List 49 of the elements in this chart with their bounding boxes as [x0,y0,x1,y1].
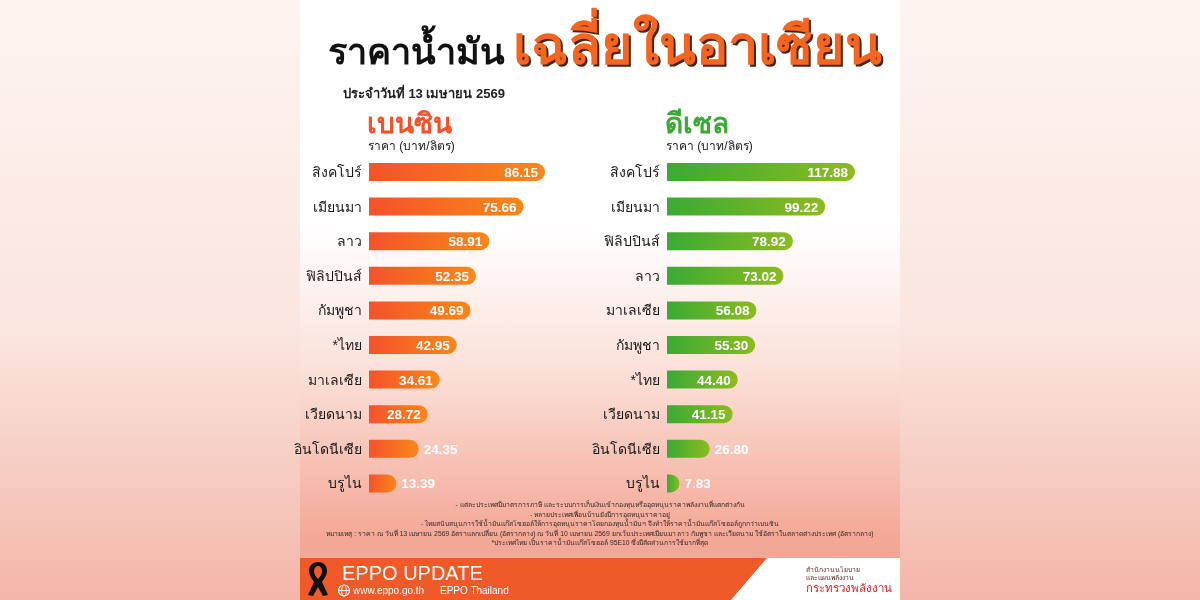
value-label: 44.40 [697,372,731,388]
subtitle: ราคา (บาท/ลิตร) [368,139,455,153]
value-label: 56.08 [715,303,750,319]
category-label: บรูไน [626,475,660,492]
category-label: กัมพูชา [318,302,362,319]
value-label: 41.15 [691,407,726,423]
value-label: 13.39 [401,476,436,492]
category-label: *ไทย [332,337,362,353]
value-label: 73.02 [742,268,777,284]
category-label: เวียดนาม [603,406,660,423]
value-label: 26.80 [714,441,749,457]
value-label: 58.91 [448,234,483,250]
category-label: เมียนมา [313,198,362,215]
value-label: 42.95 [415,338,450,353]
category-label: มาเลเซีย [308,371,362,388]
category-label: อินโดนีเซีย [294,440,362,457]
category-label: ลาว [635,267,660,284]
annotation: www.eppo.go.th [353,585,425,596]
annotation: กระทรวงพลังงาน [806,582,892,594]
category-label: สิงคโปร์ [312,164,362,180]
category-label: ฟิลิปปินส์ [306,267,362,284]
category-label: กัมพูชา [616,337,660,353]
value-label: 28.72 [386,407,421,423]
category-label: มาเลเซีย [606,302,660,319]
value-label: 49.69 [429,303,464,319]
category-label: เวียดนาม [305,406,362,423]
category-label: เมียนมา [611,198,660,215]
annotation: EPPO Thailand [440,585,509,596]
value-label: 7.83 [684,476,711,492]
value-label: 34.61 [398,372,433,388]
value-label: 78.92 [752,234,786,250]
subtitle: ประจำวันที่ 13 เมษายน 2569 [342,85,505,102]
category-label: *ไทย [630,371,660,388]
value-label: 117.88 [807,165,848,180]
category-label: อินโดนีเซีย [592,440,660,457]
title: EPPO UPDATE [342,562,483,584]
title: ดีเซล [665,108,729,139]
value-label: 86.15 [504,165,538,180]
value-label: 52.35 [435,268,469,284]
value-label: 24.35 [423,441,458,457]
value-label: 75.66 [482,199,517,215]
category-label: สิงคโปร์ [610,164,660,180]
category-label: ฟิลิปปินส์ [604,233,660,250]
value-label: 99.22 [784,199,819,215]
title: เบนซิน [367,108,452,139]
category-label: ลาว [337,233,362,250]
subtitle: ราคา (บาท/ลิตร) [666,139,753,153]
value-label: 55.30 [714,338,749,353]
category-label: บรูไน [328,475,362,492]
